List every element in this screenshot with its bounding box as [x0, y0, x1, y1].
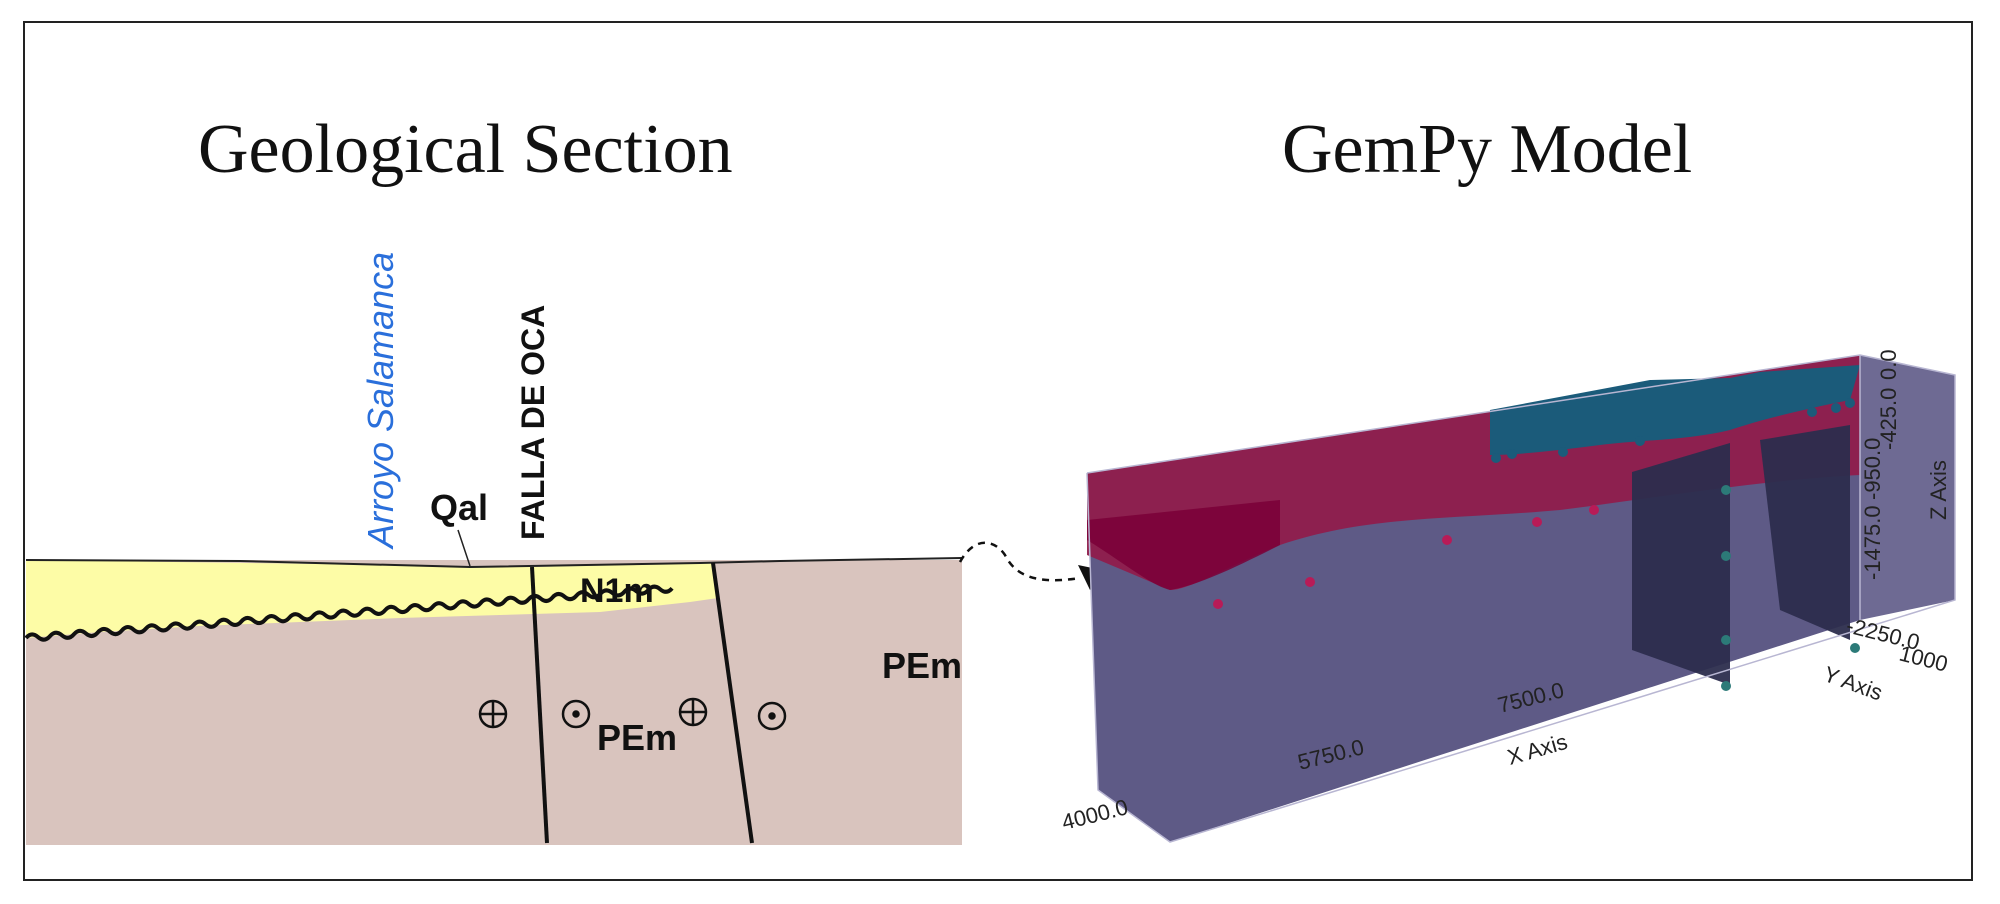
figure-frame	[23, 21, 1973, 881]
left-panel-title: Geological Section	[198, 111, 733, 188]
z-tick-mid2-label: -950.0	[1860, 438, 1885, 500]
fault-plane-1	[1632, 443, 1730, 685]
qal-n1m-unit	[26, 560, 718, 638]
model-box-edges	[1086, 354, 1956, 843]
z-tick-mid-label: -425.0	[1876, 388, 1901, 450]
pem-center-label: PEm	[597, 717, 677, 758]
qal-leader	[457, 529, 471, 567]
ground-surface	[25, 557, 963, 569]
right-panel-title: GemPy Model	[1282, 111, 1693, 188]
x-tick-4000: 4000.0	[1059, 794, 1130, 835]
fault-line-left	[530, 566, 549, 844]
y-axis-label: Y Axis	[1820, 661, 1886, 705]
n1m-label: N1m	[580, 572, 654, 610]
model-back-face	[1860, 355, 1955, 620]
fault-plane-2	[1760, 425, 1850, 640]
z-axis-label: Z Axis	[1926, 460, 1951, 520]
toward-symbol-2	[757, 701, 787, 731]
blue-layer	[1490, 365, 1860, 455]
qal-label: Qal	[430, 487, 488, 528]
interface-points	[1213, 398, 1860, 691]
toward-symbol-1	[561, 699, 591, 729]
y-tick-end-label: 1000	[1897, 641, 1951, 677]
red-layer-front	[1087, 500, 1280, 590]
gempy-model: 4000.0 5750.0 7500.0 X Axis Y Axis -2250…	[1059, 349, 1956, 843]
x-axis-label: X Axis	[1504, 729, 1570, 770]
z-tick-top-label: 0.0	[1876, 349, 1901, 380]
unconformity-line	[24, 584, 674, 642]
fault-line-right	[711, 562, 754, 844]
fault-motion-symbols	[478, 697, 787, 731]
pem-right-label: PEm	[882, 645, 962, 686]
z-tick-label: -1475.0	[1860, 505, 1885, 580]
river-label: Arroyo Salamanca	[360, 252, 401, 550]
connector-arrow	[958, 541, 1081, 582]
geological-section: Arroyo Salamanca FALLA DE OCA Qal N1m PE…	[24, 252, 963, 845]
fault-name-label: FALLA DE OCA	[515, 305, 551, 540]
